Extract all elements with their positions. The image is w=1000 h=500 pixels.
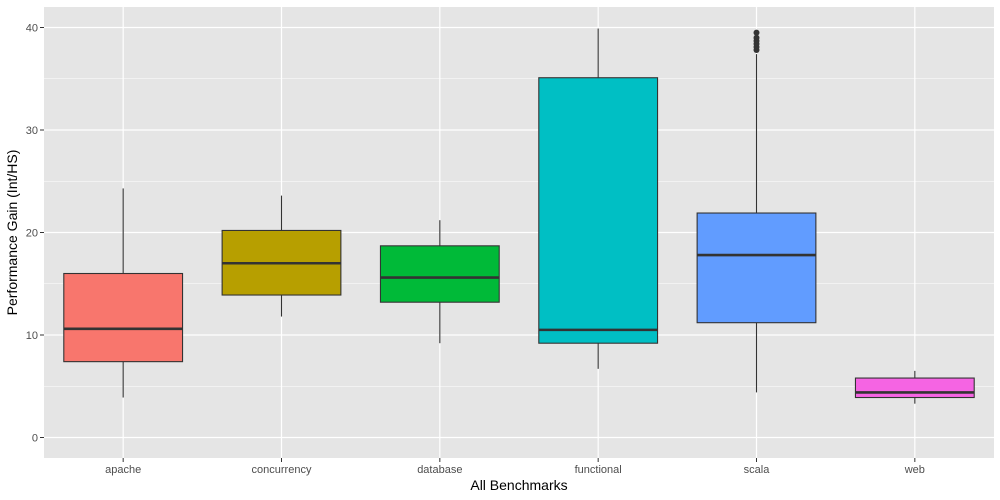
- box-iqr: [379, 245, 500, 303]
- box-concurrency: [221, 195, 342, 317]
- box-iqr: [854, 377, 975, 399]
- box-scala: [696, 29, 817, 393]
- x-tick-label-scala: scala: [744, 464, 771, 476]
- x-tick-label-concurrency: concurrency: [252, 464, 312, 476]
- box-functional: [538, 28, 659, 369]
- box-web: [854, 370, 975, 404]
- outlier-point: [753, 34, 760, 41]
- box-layer: [63, 28, 975, 404]
- x-axis-title: All Benchmarks: [470, 477, 567, 493]
- box-database: [379, 220, 500, 344]
- y-tick-label: 10: [26, 330, 38, 342]
- x-tick-label-web: web: [904, 464, 925, 476]
- y-tick-label: 0: [32, 433, 38, 445]
- y-axis: 0 10 20 30 40: [26, 23, 44, 445]
- y-tick-label: 40: [26, 23, 38, 35]
- outlier-point: [753, 29, 760, 36]
- box-iqr: [696, 212, 817, 324]
- box-iqr: [63, 272, 184, 363]
- y-tick-label: 30: [26, 125, 38, 137]
- y-axis-title: Performance Gain (Int/HS): [4, 150, 20, 316]
- x-axis: apache concurrency database functional scala…: [105, 458, 925, 476]
- x-tick-label-database: database: [417, 464, 462, 476]
- box-iqr: [538, 77, 659, 344]
- x-tick-label-functional: functional: [575, 464, 622, 476]
- y-tick-label: 20: [26, 228, 38, 240]
- box-apache: [63, 188, 184, 398]
- x-tick-label-apache: apache: [105, 464, 141, 476]
